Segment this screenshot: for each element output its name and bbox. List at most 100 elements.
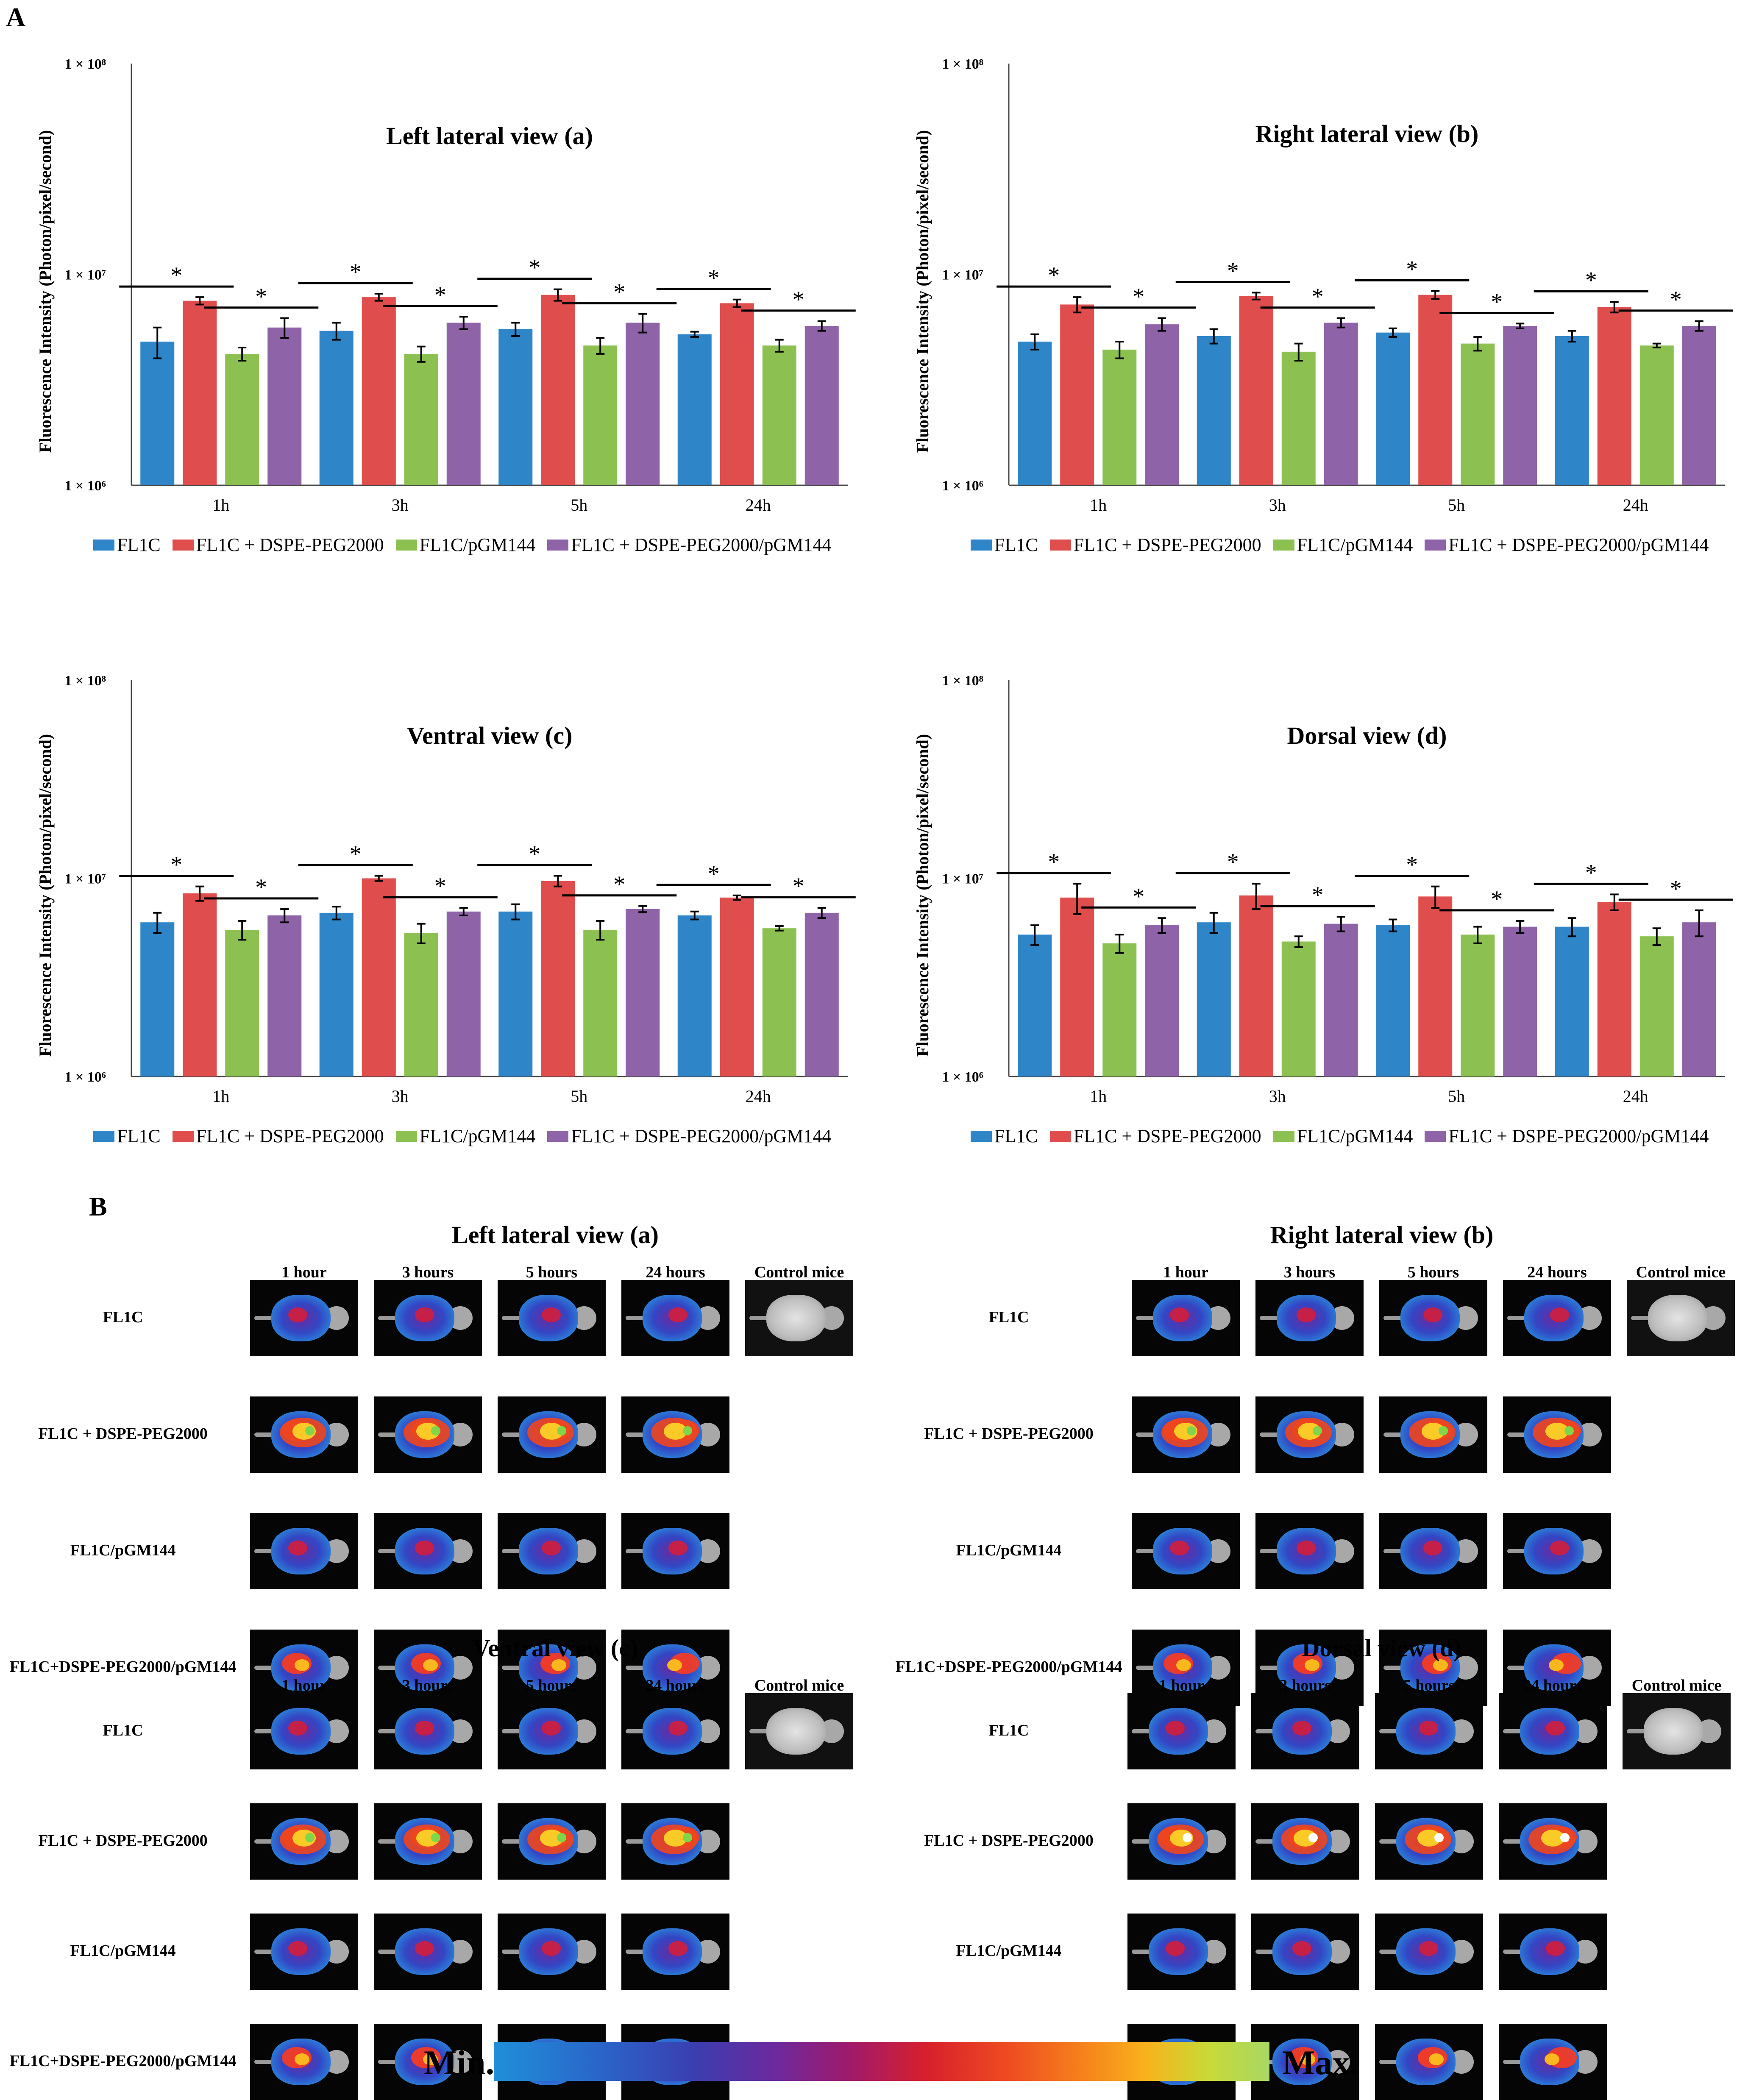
y-tick-label: 1 × 10⁶ [64,1069,106,1085]
mouse-image [621,1513,729,1589]
fluorescence-spot [288,1941,307,1956]
column-header: 24 hours [1527,1263,1587,1281]
bar [1281,941,1316,1076]
legend-item: FL1C + DSPE-PEG2000/pGM144 [547,1125,831,1147]
column-header: Control mice [1636,1263,1726,1281]
legend-swatch [395,539,417,551]
chart-legend: FL1C FL1C + DSPE-PEG2000 FL1C/pGM144 FL1C +… [93,1125,839,1147]
mouse-body [766,1295,826,1341]
significance-star: * [529,255,540,281]
mouse-tail [1260,1316,1283,1320]
row-label: FL1C + DSPE-PEG2000 [38,1832,208,1850]
column-header: 24 hours [1523,1677,1583,1694]
row-label: FL1C/pGM144 [70,1541,176,1559]
mouse-body [1644,1708,1703,1755]
control-mouse-image [1623,1693,1731,1769]
fluorescence-spot [1297,1541,1316,1555]
bar [267,915,302,1076]
mouse-image [1255,1280,1364,1356]
column-header: 5 hours [1407,1263,1459,1281]
column-header: 5 hours [1403,1677,1455,1694]
significance-star: * [708,265,720,291]
column-header: 1 hour [281,1677,327,1694]
legend-swatch [1049,539,1071,551]
bar [1197,922,1231,1076]
fluorescence-spot [683,1426,692,1435]
mouse-image [1503,1513,1611,1589]
mouse-image [621,1693,729,1769]
mouse-image [1379,1280,1487,1356]
legend-swatch [971,1130,992,1142]
fluorescence-spot [1170,1541,1189,1555]
legend-swatch [1049,1130,1071,1142]
mouse-tail [1379,1839,1403,1844]
bar [225,353,259,485]
legend-label: FL1C + DSPE-PEG2000 [196,534,384,555]
mouse-image [250,1803,358,1880]
imaging-group-title: Dorsal view (d) [1302,1634,1462,1662]
row-label: FL1C/pGM144 [956,1942,1062,1960]
x-tick-label: 24h [1623,1087,1648,1106]
bar [1018,342,1052,485]
significance-star: * [255,284,267,310]
mouse-image [1379,1396,1487,1473]
fluorescence-spot [1546,1721,1565,1736]
y-tick-label: 1 × 10⁸ [942,673,983,689]
legend-label: FL1C + DSPE-PEG2000/pGM144 [1448,1126,1709,1146]
mouse-tail [626,1950,649,1954]
y-tick-label: 1 × 10⁸ [942,56,983,72]
mouse-image [1127,1693,1236,1769]
legend-swatch [172,539,194,551]
mouse-image [374,1693,482,1769]
x-tick-label: 24h [746,495,771,515]
row-label: FL1C+DSPE-PEG2000/pGM144 [9,2052,237,2070]
bar [1639,345,1674,485]
mouse-image [1251,1914,1359,1990]
mouse-tail [1260,1549,1283,1553]
mouse-tail [1383,1666,1407,1670]
control-mouse-image [745,1693,853,1769]
y-tick-label: 1 × 10⁸ [64,673,106,689]
row-label: FL1C + DSPE-PEG2000 [924,1425,1094,1443]
mouse-tail [1260,1432,1283,1437]
fluorescence-spot [1313,1426,1322,1435]
bar [1324,923,1358,1076]
significance-star: * [1670,876,1682,902]
mouse-tail [1503,1729,1526,1733]
column-header: 5 hours [526,1677,578,1694]
mouse-tail [502,1432,525,1437]
column-header: 24 hours [646,1677,705,1694]
bar [1503,926,1537,1076]
fluorescence-spot [1423,1307,1442,1322]
fluorescence-spot [551,1659,566,1671]
legend-label: FL1C [994,534,1038,555]
mouse-image [374,1914,482,1990]
fluorescence-spot [1187,1426,1196,1435]
bar [1555,336,1589,485]
fluorescence-spot [1300,2053,1315,2065]
mouse-image [1127,1803,1236,1880]
bar [804,912,839,1076]
mouse-image [1251,1693,1359,1769]
mouse-image [498,1280,606,1356]
mouse-tail [1136,1549,1159,1553]
x-tick-label: 3h [392,495,409,515]
mouse-image [250,1280,358,1356]
significance-star: * [434,873,446,899]
column-header: 5 hours [526,1263,578,1281]
significance-star: * [1585,859,1597,886]
bar [1197,336,1231,485]
column-header: 1 hour [281,1263,327,1281]
fluorescence-spot [431,1833,440,1842]
mouse-tail [1507,1666,1531,1670]
mouse-tail [1255,1839,1279,1844]
fluorescence-spot [1549,1659,1564,1671]
column-header: Control mice [1631,1677,1722,1694]
bar [1503,325,1537,485]
bar [804,325,839,485]
mouse-tail [626,1839,649,1844]
bar [1102,349,1137,485]
fluorescence-spot [542,1541,561,1555]
row-label: FL1C [988,1722,1029,1739]
mouse-tail [254,2060,278,2064]
